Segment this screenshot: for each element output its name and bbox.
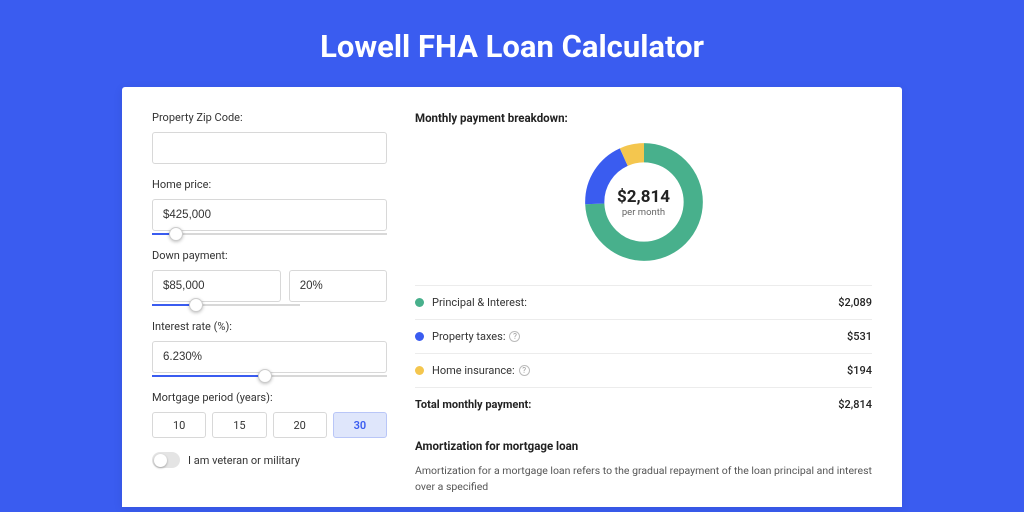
period-buttons: 1015 2030 [152, 412, 387, 438]
down-payment-label: Down payment: [152, 249, 387, 262]
amortization-text: Amortization for a mortgage loan refers … [415, 463, 872, 495]
down-payment-slider[interactable] [152, 304, 300, 306]
period-button-20[interactable]: 20 [273, 412, 327, 438]
home-price-field: Home price: [152, 178, 387, 235]
help-icon[interactable]: ? [519, 365, 530, 376]
breakdown-row-pi: Principal & Interest:$2,089 [415, 285, 872, 319]
down-payment-field: Down payment: [152, 249, 387, 306]
interest-input[interactable] [152, 341, 387, 373]
interest-slider[interactable] [152, 375, 387, 377]
down-payment-input[interactable] [152, 270, 281, 302]
interest-field: Interest rate (%): [152, 320, 387, 377]
veteran-label: I am veteran or military [188, 454, 300, 467]
breakdown-row-tax: Property taxes:?$531 [415, 319, 872, 353]
interest-label: Interest rate (%): [152, 320, 387, 333]
page-title: Lowell FHA Loan Calculator [0, 0, 1024, 87]
total-label: Total monthly payment: [415, 398, 838, 411]
home-price-slider[interactable] [152, 233, 387, 235]
total-value: $2,814 [838, 398, 872, 411]
breakdown-panel: Monthly payment breakdown: $2,814 per mo… [415, 111, 872, 507]
breakdown-label: Home insurance:? [432, 364, 847, 377]
legend-dot [415, 366, 424, 375]
zip-input[interactable] [152, 132, 387, 164]
donut-sublabel: per month [622, 207, 665, 218]
period-field: Mortgage period (years): 1015 2030 [152, 391, 387, 438]
period-button-15[interactable]: 15 [212, 412, 266, 438]
breakdown-row-ins: Home insurance:?$194 [415, 353, 872, 387]
slider-thumb[interactable] [258, 369, 272, 383]
breakdown-label: Principal & Interest: [432, 296, 838, 309]
breakdown-title: Monthly payment breakdown: [415, 111, 872, 125]
period-label: Mortgage period (years): [152, 391, 387, 404]
breakdown-list: Principal & Interest:$2,089Property taxe… [415, 285, 872, 387]
donut-chart: $2,814 per month [415, 137, 872, 267]
slider-thumb[interactable] [169, 227, 183, 241]
donut-amount: $2,814 [617, 187, 670, 207]
slider-thumb[interactable] [189, 298, 203, 312]
zip-label: Property Zip Code: [152, 111, 387, 124]
total-row: Total monthly payment: $2,814 [415, 387, 872, 421]
form-panel: Property Zip Code: Home price: Down paym… [152, 111, 387, 507]
breakdown-value: $194 [847, 364, 872, 377]
period-button-10[interactable]: 10 [152, 412, 206, 438]
help-icon[interactable]: ? [509, 331, 520, 342]
amortization-title: Amortization for mortgage loan [415, 439, 872, 453]
period-button-30[interactable]: 30 [333, 412, 387, 438]
legend-dot [415, 298, 424, 307]
breakdown-value: $531 [847, 330, 872, 343]
breakdown-value: $2,089 [838, 296, 872, 309]
veteran-toggle[interactable] [152, 452, 180, 468]
calculator-card: Property Zip Code: Home price: Down paym… [122, 87, 902, 507]
home-price-input[interactable] [152, 199, 387, 231]
breakdown-label: Property taxes:? [432, 330, 847, 343]
veteran-row: I am veteran or military [152, 452, 387, 468]
legend-dot [415, 332, 424, 341]
home-price-label: Home price: [152, 178, 387, 191]
zip-field: Property Zip Code: [152, 111, 387, 164]
down-payment-pct-input[interactable] [289, 270, 387, 302]
